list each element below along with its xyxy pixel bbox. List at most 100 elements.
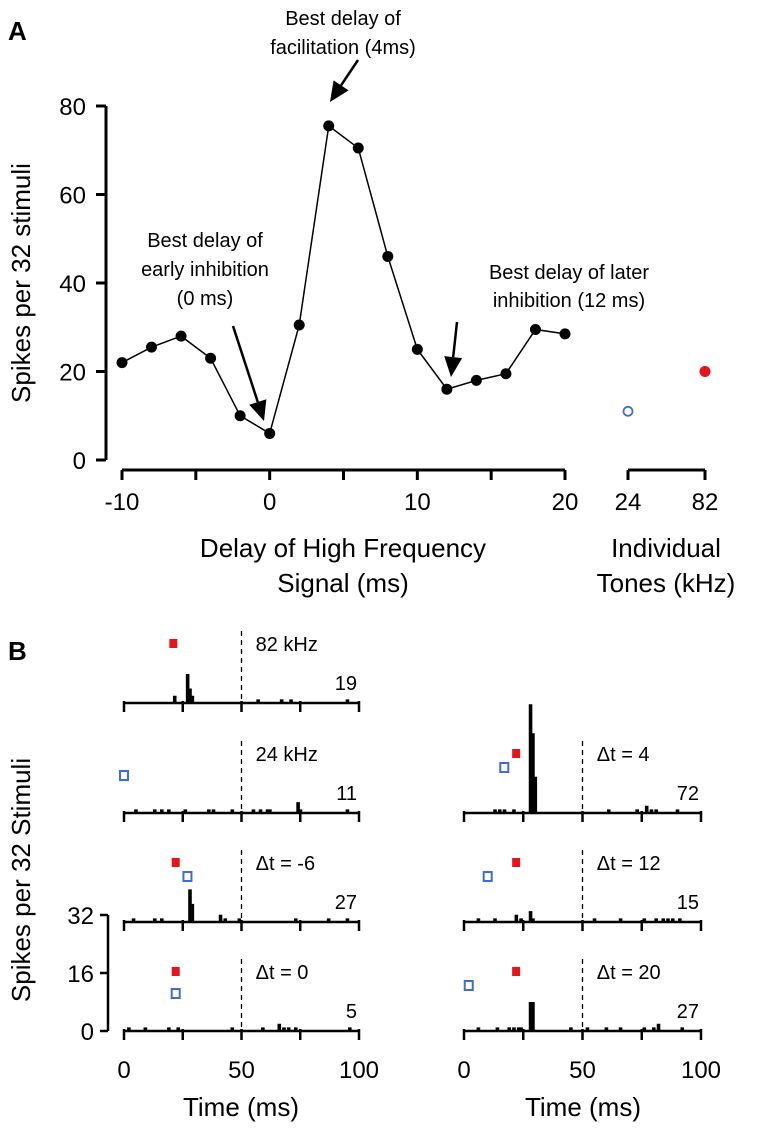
histogram-bar [167,1027,171,1031]
psth-spike-count: 11 [336,783,357,805]
tone-point-82khz [699,366,711,377]
annotation-later-inhibition-line2: inhibition (12 ms) [493,290,645,312]
x-tick-label: -10 [105,489,140,516]
tones-x-axis-label-line1: Individual [611,533,721,563]
histogram-bar [258,809,263,813]
histogram-bar [256,699,260,703]
histogram-bar [211,809,216,813]
histogram-bar [675,809,680,813]
histogram-bar [635,809,640,813]
data-point [470,374,482,386]
histogram-bar [531,733,535,813]
histogram-bar [531,918,535,922]
psth-panel: Δt = 4 72 [462,704,703,822]
arrow-early-inhibition-head [249,399,267,421]
panel-a-x-axis-label-line2: Signal (ms) [277,568,408,598]
histogram-bar [497,809,502,813]
data-point [382,250,394,262]
y-tick-label: 80 [59,94,86,121]
panel-label-a: A [8,16,27,46]
arrow-later-inhibition-head [444,356,463,377]
red-82khz-marker [512,749,521,758]
psth-x-tick-label: 50 [228,1057,255,1084]
histogram-bar [218,914,223,922]
histogram-bar [223,918,228,922]
tones-x-axis-label-line2: Tones (kHz) [597,568,736,598]
data-point [323,120,335,132]
histogram-bar [152,809,157,813]
histogram-bar [160,809,164,813]
red-82khz-marker [169,639,178,648]
histogram-bar [190,695,195,703]
panel-label-b: B [8,636,27,666]
histogram-bar [495,1027,500,1031]
arrow-facilitation-shaft [340,59,360,87]
histogram-bar [654,918,658,922]
histogram-bar [345,699,350,703]
data-point [559,328,571,340]
psth-spike-count: 72 [677,783,699,805]
tones-x-tick-label: 24 [615,489,642,516]
psth-spike-count: 19 [335,673,357,695]
histogram-bar [293,1027,298,1031]
histogram-bar [649,809,654,813]
panel-a-x-axis-label-line1: Delay of High Frequency [200,533,486,563]
histogram-bar [585,1027,590,1031]
annotation-later-inhibition-line1: Best delay of later [489,262,649,284]
data-point [529,323,541,335]
psth-spike-count: 27 [677,1001,699,1023]
histogram-bar [476,1027,481,1031]
blue-24khz-marker [170,988,181,999]
histogram-bar [666,918,670,922]
histogram-bar [519,1027,523,1031]
psth-panel: Δt = 12 15 [462,850,703,931]
red-82khz-marker [512,858,521,867]
histogram-bar [131,918,136,922]
histogram-bar [606,809,611,813]
histogram-bar [654,809,658,813]
histogram-bar [286,1027,291,1031]
annotation-facilitation-line1: Best delay of [285,8,401,30]
x-tick-label: 0 [263,489,276,516]
histogram-bar [251,809,256,813]
y-tick-label: 0 [73,448,86,475]
histogram-bar [268,809,272,813]
psth-condition-label: Δt = 4 [597,744,650,766]
histogram-bar [507,1027,512,1031]
histogram-bar [152,918,157,922]
histogram-bar [618,1027,623,1031]
histogram-bar [298,809,303,813]
psth-panel: Δt = 050 50 100 [117,959,379,1084]
psth-condition-label: 24 kHz [256,744,318,766]
panel-a-y-axis-label: Spikes per 32 stimuli [6,163,36,403]
histogram-bar [493,809,497,813]
blue-24khz-marker [499,762,510,773]
blue-24khz-marker [482,871,493,882]
histogram-bar [533,776,538,813]
psth-condition-label: Δt = 0 [256,962,309,984]
y-tick-label: 60 [59,183,86,210]
psth-condition-label: 82 kHz [256,634,318,656]
histogram-bar [528,911,533,922]
histogram-bar [143,1027,148,1031]
histogram-bar [289,699,293,703]
histogram-bar [519,918,523,922]
histogram-bar [176,1027,181,1031]
histogram-bar [652,1027,656,1031]
histogram-bar [326,918,331,922]
data-point [441,383,453,395]
histogram-bar [661,918,666,922]
panel-b-y-tick-label: 16 [67,961,94,988]
annotation-early-inhibition-line1: Best delay of [147,230,263,252]
histogram-bar [279,699,284,703]
data-point [293,319,305,331]
panel-b-y-tick-label: 32 [67,903,94,930]
histogram-bar [207,809,211,813]
psth-x-tick-label: 100 [339,1057,379,1084]
histogram-bar [493,918,497,922]
histogram-bar [188,688,192,703]
x-tick-label: 10 [404,489,431,516]
data-point [234,410,246,422]
psth-x-tick-label: 50 [569,1057,596,1084]
